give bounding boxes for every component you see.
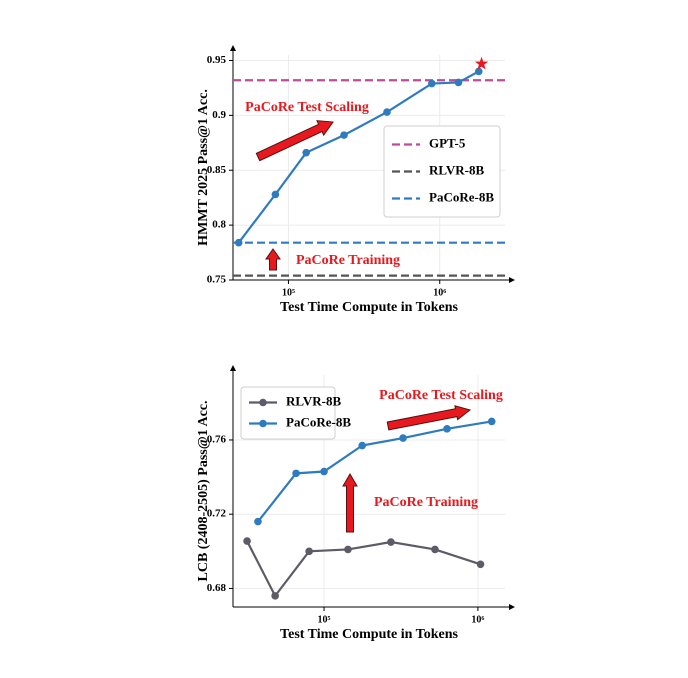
y-tick-label: 0.68 (207, 582, 227, 594)
legend-swatch-marker (259, 398, 267, 407)
y-tick-label: 0.95 (207, 54, 227, 66)
data-point (234, 238, 243, 247)
data-point (427, 79, 436, 88)
annotation-arrow (342, 473, 358, 533)
data-point (340, 131, 348, 139)
y-axis-label: LCB (2408-2505) Pass@1 Acc. (196, 400, 211, 581)
annotation-arrow (386, 405, 472, 431)
legend-label: RLVR-8B (429, 162, 484, 177)
x-axis-label: Test Time Compute in Tokens (280, 627, 458, 642)
data-point (358, 441, 367, 450)
legend-swatch-marker (259, 419, 267, 428)
x-tick-label: 10⁵ (318, 614, 331, 625)
data-point (320, 467, 328, 476)
legend-label: RLVR-8B (286, 393, 341, 408)
data-point (305, 547, 313, 556)
legend-box (383, 125, 501, 218)
data-point (399, 434, 407, 442)
y-tick-label: 0.76 (207, 433, 227, 445)
series-line (237, 70, 480, 244)
axis-arrow (230, 365, 236, 371)
annotation-arrow (255, 120, 334, 162)
data-point (454, 78, 463, 87)
chart: 0.75 0.8 0.85 0.9 0.95 10⁵ 10⁶ Test Time Comput… (196, 45, 515, 315)
data-point (271, 592, 279, 600)
axis-arrow (509, 277, 515, 283)
data-point (431, 545, 439, 554)
data-point (243, 537, 251, 545)
y-tick-label: 0.75 (207, 274, 227, 286)
data-point (254, 517, 262, 526)
axis-arrow (509, 604, 515, 610)
y-tick-label: 0.72 (207, 508, 227, 520)
annotation-arrow (265, 248, 281, 271)
data-point (476, 560, 485, 569)
x-tick-label: 10⁶ (471, 614, 484, 625)
chart: 0.68 0.72 0.76 10⁵ 10⁶ Test Time Compute in T… (196, 365, 515, 642)
legend-label: PaCoRe-8B (429, 189, 494, 204)
y-axis-label: HMMT 2025 Pass@1 Acc. (196, 89, 211, 246)
legend: RLVR-8B PaCoRe-8B (240, 386, 351, 440)
data-point (271, 190, 280, 199)
data-point (387, 538, 395, 546)
data-point (443, 425, 451, 433)
annotation: PaCoRe Training (296, 253, 400, 268)
y-tick-label: 0.8 (212, 219, 226, 231)
axis-arrow (230, 45, 236, 51)
data-point (487, 417, 496, 426)
x-tick-label: 10⁵ (282, 287, 295, 298)
annotation: PaCoRe Test Scaling (245, 100, 369, 115)
data-point (474, 67, 483, 76)
data-point (292, 469, 300, 478)
annotation: PaCoRe Training (374, 495, 478, 510)
data-point (383, 108, 391, 116)
legend-label: PaCoRe-8B (286, 414, 351, 429)
legend-label: GPT-5 (429, 135, 466, 150)
series-line (246, 540, 481, 598)
y-tick-label: 0.9 (212, 109, 226, 121)
x-tick-label: 10⁶ (433, 287, 446, 298)
data-point (344, 545, 352, 554)
x-axis-label: Test Time Compute in Tokens (280, 300, 458, 315)
annotation: PaCoRe Test Scaling (379, 388, 503, 403)
legend: GPT-5 RLVR-8B PaCoRe-8B (383, 125, 501, 218)
y-tick-label: 0.85 (207, 164, 227, 176)
data-point (302, 148, 310, 157)
star-marker (474, 56, 489, 70)
